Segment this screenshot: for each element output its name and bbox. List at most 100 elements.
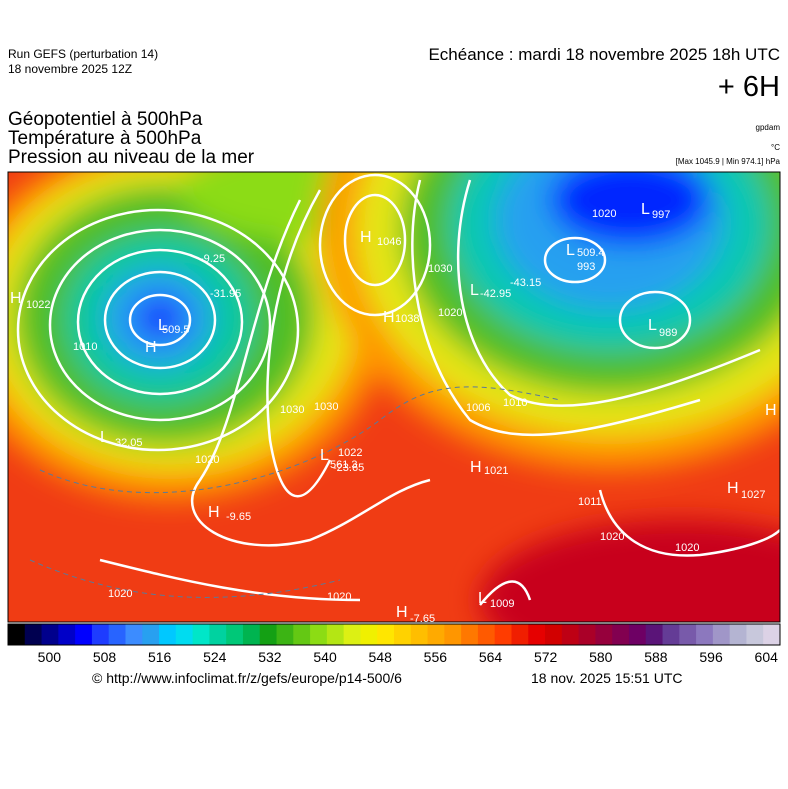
colorbar-cell xyxy=(729,624,747,645)
map-value-label: 1020 xyxy=(675,542,699,554)
colorbar-cell xyxy=(528,624,546,645)
colorbar-cell xyxy=(662,624,680,645)
colorbar-cell xyxy=(226,624,244,645)
map-value-label: 1038 xyxy=(395,313,419,325)
pressure-center-symbol: L xyxy=(158,317,167,334)
unit-label: °C xyxy=(771,143,780,152)
colorbar-cell xyxy=(410,624,429,645)
pressure-center-symbol: H xyxy=(470,459,482,476)
map-field xyxy=(8,172,780,622)
colorbar-tick-label: 604 xyxy=(755,649,779,665)
field-label: Géopotentiel à 500hPa xyxy=(8,109,203,130)
map-value-label: 989 xyxy=(659,327,677,339)
colorbar-tick-label: 596 xyxy=(699,649,723,665)
map-value-label: 509.4 xyxy=(577,247,605,259)
colorbar-cell xyxy=(192,624,210,645)
forecast-step: + 6H xyxy=(718,71,780,103)
map-value-label: 1022 xyxy=(26,299,50,311)
colorbar-cell xyxy=(645,624,664,645)
colorbar-cell xyxy=(578,624,596,645)
colorbar-cell xyxy=(326,624,345,645)
pressure-center-symbol: H xyxy=(208,504,220,521)
map-value-label: 1022 xyxy=(338,447,362,459)
map-frame xyxy=(7,171,781,623)
colorbar-cell xyxy=(293,624,311,645)
pressure-center-symbol: H xyxy=(765,402,777,419)
map-value-label: 1020 xyxy=(108,588,132,600)
run-date: 18 novembre 2025 12Z xyxy=(8,62,132,76)
colorbar-frame xyxy=(7,623,781,646)
map-value-label: 1020 xyxy=(438,307,462,319)
colorbar-cell xyxy=(595,624,613,645)
pressure-center-symbol: L xyxy=(470,282,479,299)
colorbar-cell xyxy=(696,624,714,645)
colorbar-tick-label: 540 xyxy=(313,649,337,665)
map-value-label: 1009 xyxy=(490,598,514,610)
colorbar-cell xyxy=(461,624,479,645)
map-value-label: 1020 xyxy=(592,208,616,220)
run-label: Run GEFS (perturbation 14) xyxy=(8,47,158,61)
map-value-label: 997 xyxy=(652,209,670,221)
colorbar-cell xyxy=(8,624,26,645)
colorbar-cell xyxy=(612,624,630,645)
colorbar-cell xyxy=(175,624,194,645)
map-value-label: 1030 xyxy=(280,404,304,416)
pressure-center-symbol: H xyxy=(145,339,157,356)
field-label: Pression au niveau de la mer xyxy=(8,147,255,168)
colorbar-cell xyxy=(763,624,781,645)
colorbar-tick-label: 508 xyxy=(93,649,117,665)
pressure-center-symbol: H xyxy=(727,480,739,497)
map-value-label: 1020 xyxy=(195,454,219,466)
colorbar-cell xyxy=(444,624,462,645)
map-value-label: 1046 xyxy=(377,236,401,248)
colorbar-tick-label: 572 xyxy=(534,649,558,665)
colorbar-cell xyxy=(276,624,294,645)
map-value-label: -7.65 xyxy=(410,613,435,625)
echeance: Echéance : mardi 18 novembre 2025 18h UT… xyxy=(428,45,780,64)
colorbar-cell xyxy=(628,624,647,645)
colorbar-cell xyxy=(259,624,278,645)
map-value-label: 32.05 xyxy=(115,437,143,449)
colorbar-tick-label: 516 xyxy=(148,649,172,665)
colorbar-cell xyxy=(242,624,261,645)
map-value-label: 993 xyxy=(577,261,595,273)
colorbar-cell xyxy=(712,624,731,645)
colorbar-cell xyxy=(91,624,110,645)
timestamp: 18 nov. 2025 15:51 UTC xyxy=(531,670,683,686)
colorbar-cell xyxy=(545,624,563,645)
colorbar-cell xyxy=(511,624,529,645)
map-value-label: -43.15 xyxy=(510,277,541,289)
map-value-label: 1006 xyxy=(466,402,490,414)
map-value-label: 1020 xyxy=(327,591,351,603)
colorbar: 500 508 516 524 532 540 548 556 564 572 580 588 596 6… xyxy=(7,623,781,665)
colorbar-cell xyxy=(41,624,59,645)
pressure-center-symbol: H xyxy=(383,309,395,326)
colorbar-cell xyxy=(310,624,328,645)
colorbar-cell xyxy=(494,624,512,645)
map-value-label: 561.3 xyxy=(330,459,358,471)
pressure-center-symbol: L xyxy=(648,317,657,334)
pressure-center-symbol: L xyxy=(566,242,575,259)
colorbar-cell xyxy=(125,624,143,645)
isobars xyxy=(16,173,780,606)
unit-label: gpdam xyxy=(756,123,781,132)
pressure-center-symbol: H xyxy=(10,290,22,307)
map-value-label: 1027 xyxy=(741,489,765,501)
colorbar-cell xyxy=(561,624,580,645)
colorbar-cell xyxy=(24,624,43,645)
unit-label: [Max 1045.9 | Min 974.1] hPa xyxy=(676,157,781,166)
map-value-label: 1010 xyxy=(73,341,97,353)
map-value-label: 1020 xyxy=(600,531,624,543)
colorbar-cell xyxy=(394,624,412,645)
map-value-label: 1030 xyxy=(314,401,338,413)
colorbar-cell xyxy=(343,624,361,645)
colorbar-tick-label: 564 xyxy=(479,649,503,665)
colorbar-cell xyxy=(159,624,177,645)
colorbar-tick-label: 548 xyxy=(369,649,393,665)
colorbar-cell xyxy=(377,624,395,645)
map-value-label: 1021 xyxy=(484,465,508,477)
field-label: Température à 500hPa xyxy=(8,128,202,149)
map-value-label: 1011 xyxy=(578,496,602,508)
colorbar-tick-label: 524 xyxy=(203,649,227,665)
